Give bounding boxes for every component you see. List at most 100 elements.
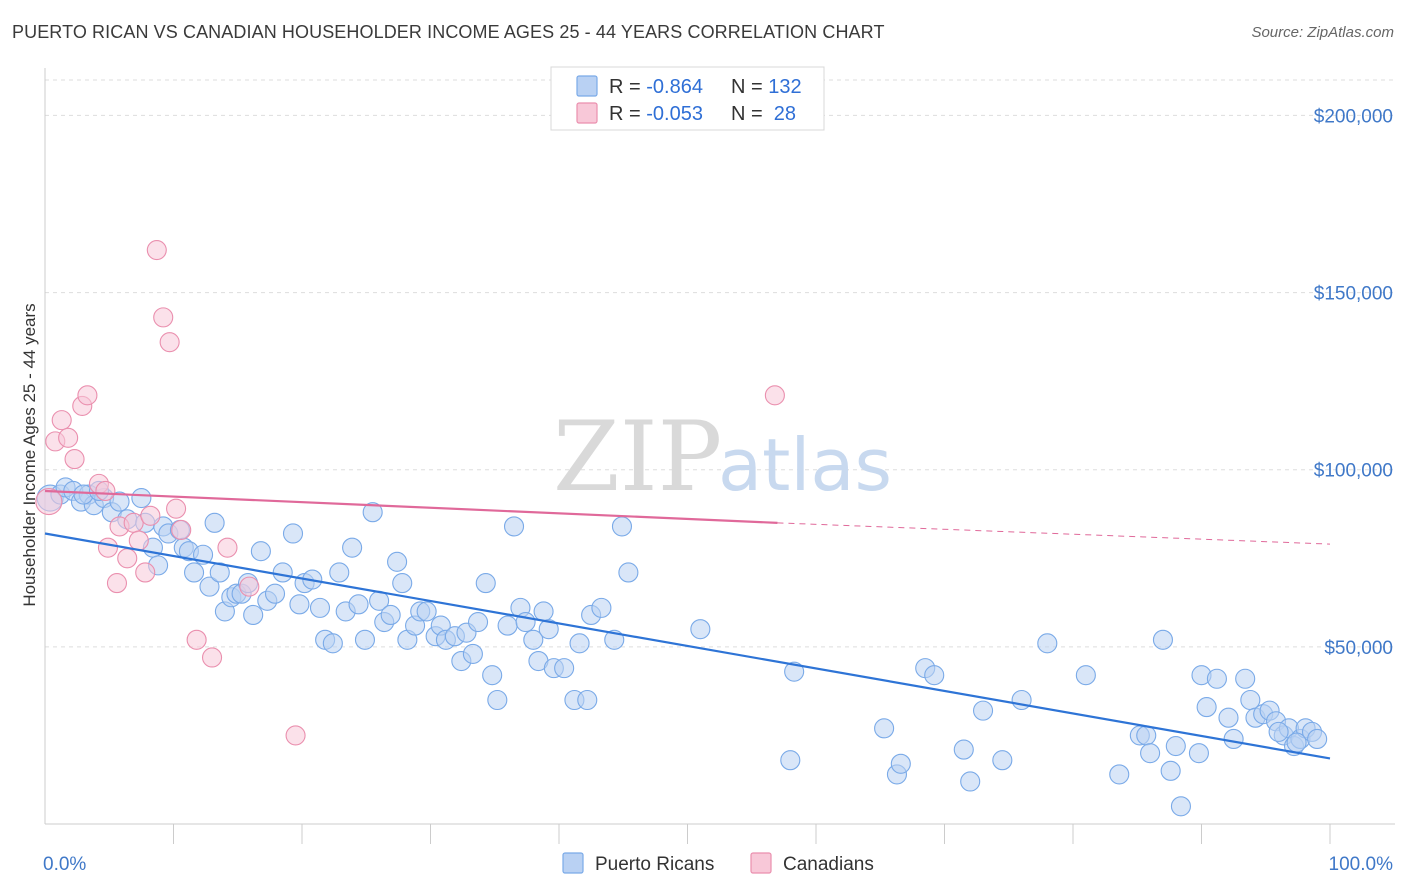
point-canadians (117, 548, 138, 569)
point-canadians (140, 505, 161, 526)
point-puerto-ricans (953, 739, 974, 760)
legend-r-label-0: R = (609, 76, 646, 98)
point-puerto-ricans (1037, 633, 1058, 654)
point-canadians (217, 537, 238, 558)
point-canadians (171, 519, 192, 540)
point-puerto-ricans (591, 597, 612, 618)
svg-text:N = 28: N = 28 (731, 103, 796, 125)
point-canadians (159, 332, 180, 353)
bottom-legend-label-canadians: Canadians (783, 854, 874, 875)
legend-n-value-1: 28 (768, 103, 796, 125)
point-puerto-ricans (1223, 728, 1244, 750)
bottom-legend-swatch-puerto-ricans (562, 852, 584, 874)
point-puerto-ricans (611, 516, 633, 537)
point-canadians (202, 647, 223, 668)
point-puerto-ricans (497, 615, 518, 636)
point-canadians (128, 530, 149, 551)
point-puerto-ricans (1188, 743, 1209, 764)
legend-n-value-0: 132 (768, 76, 801, 98)
trend-lines (44, 489, 1331, 760)
trend-line-canadians (44, 489, 778, 524)
point-puerto-ricans (1218, 707, 1239, 728)
legend: R = -0.864 N = 132 R = -0.053 N = 28 (550, 66, 825, 131)
x-tick-label: 0.0% (43, 854, 86, 875)
point-puerto-ricans (487, 689, 508, 711)
point-puerto-ricans (690, 619, 711, 640)
point-puerto-ricans (416, 601, 437, 622)
bottom-legend: Puerto Ricans Canadians (562, 852, 874, 875)
point-puerto-ricans (1307, 728, 1328, 750)
point-puerto-ricans (1286, 732, 1307, 753)
legend-n-label-0: N = (731, 76, 768, 98)
point-puerto-ricans (1170, 796, 1191, 817)
point-puerto-ricans (209, 562, 230, 583)
legend-swatch-canadians (576, 102, 598, 124)
point-puerto-ricans (264, 583, 286, 604)
watermark-atlas: atlas (718, 423, 892, 507)
point-canadians (97, 537, 119, 558)
point-puerto-ricans (577, 689, 598, 711)
point-puerto-ricans (392, 573, 413, 594)
point-puerto-ricans (924, 665, 945, 686)
point-puerto-ricans (533, 601, 554, 622)
point-puerto-ricans (960, 771, 981, 792)
point-puerto-ricans (784, 661, 805, 682)
point-puerto-ricans (1136, 725, 1157, 746)
point-canadians (64, 449, 85, 470)
point-puerto-ricans (972, 700, 994, 721)
point-puerto-ricans (131, 488, 152, 509)
point-puerto-ricans (272, 562, 293, 583)
legend-n-label-1: N = (731, 103, 768, 125)
point-puerto-ricans (874, 718, 895, 739)
point-puerto-ricans (1268, 721, 1289, 742)
point-puerto-ricans (354, 629, 376, 650)
bottom-legend-label-puerto-ricans: Puerto Ricans (595, 854, 714, 875)
point-puerto-ricans (1235, 668, 1256, 689)
point-puerto-ricans (569, 633, 590, 654)
y-tick-label: $150,000 (1314, 284, 1393, 305)
point-puerto-ricans (992, 750, 1013, 771)
svg-text:R = -0.864: R = -0.864 (609, 76, 703, 98)
point-puerto-ricans (322, 633, 343, 654)
legend-r-value-0: -0.864 (646, 76, 703, 98)
point-canadians (764, 385, 785, 406)
point-puerto-ricans (523, 629, 544, 650)
legend-r-value-1: -0.053 (646, 103, 703, 125)
point-puerto-ricans (554, 658, 575, 679)
y-axis-label: Householder Income Ages 25 - 44 years (20, 303, 39, 606)
y-tick-label: $100,000 (1314, 461, 1393, 482)
point-puerto-ricans (1206, 668, 1227, 689)
point-canadians (77, 385, 98, 406)
point-puerto-ricans (503, 516, 525, 537)
chart-title: PUERTO RICAN VS CANADIAN HOUSEHOLDER INC… (12, 22, 885, 42)
point-puerto-ricans (475, 573, 496, 594)
point-canadians (146, 240, 167, 261)
trend-line-puerto-ricans (44, 532, 1331, 760)
point-canadians (106, 573, 128, 594)
point-puerto-ricans (462, 643, 483, 664)
bottom-legend-swatch-canadians (750, 852, 772, 874)
point-puerto-ricans (243, 604, 264, 626)
point-canadians (135, 562, 156, 583)
point-canadians (123, 512, 144, 533)
point-puerto-ricans (780, 750, 801, 771)
point-puerto-ricans (618, 562, 639, 583)
watermark: ZIP atlas (553, 401, 892, 513)
point-puerto-ricans (348, 594, 369, 615)
point-canadians (153, 307, 174, 328)
point-canadians (58, 427, 79, 448)
point-puerto-ricans (204, 512, 225, 533)
point-puerto-ricans (890, 753, 911, 774)
gridlines (45, 79, 1395, 648)
point-canadians (35, 488, 63, 516)
point-puerto-ricans (109, 491, 130, 512)
point-puerto-ricans (199, 576, 220, 597)
trend-line-canadians-extension (777, 522, 1331, 545)
point-puerto-ricans (1109, 764, 1130, 785)
svg-text:N = 132: N = 132 (731, 76, 802, 98)
point-puerto-ricans (1075, 665, 1096, 686)
x-tick-labels: 0.0% 100.0% (43, 854, 1393, 875)
point-puerto-ricans (1165, 736, 1186, 757)
axes (44, 68, 1395, 844)
point-puerto-ricans (282, 523, 304, 544)
